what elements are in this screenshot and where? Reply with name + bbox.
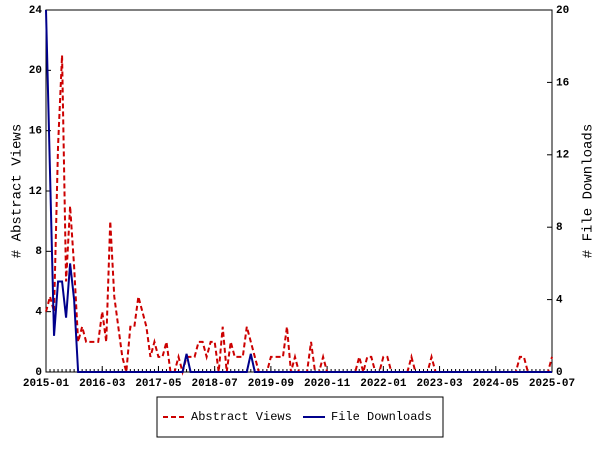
series-line	[45, 55, 553, 376]
x-tick-label: 2018-07	[192, 378, 238, 390]
y-tick-label: 20	[29, 65, 42, 77]
y2-tick-label: 16	[556, 77, 569, 89]
y2-tick-label: 8	[556, 222, 563, 234]
y2-tick-label: 12	[556, 150, 569, 162]
y2-tick-label: 4	[556, 295, 563, 307]
y2-tick-label: 0	[556, 367, 563, 379]
legend-box	[156, 396, 444, 438]
series-line	[45, 9, 552, 373]
x-tick-label: 2019-09	[248, 378, 294, 390]
x-tick-label: 2017-05	[135, 378, 182, 390]
legend-label: Abstract Views	[191, 410, 292, 424]
y-tick-label: 12	[29, 186, 42, 198]
y-tick-label: 4	[35, 307, 42, 319]
y-tick-label: 8	[35, 246, 42, 258]
y2-tick-label: 20	[556, 5, 569, 17]
y-tick-label: 0	[35, 367, 42, 379]
plot-frame	[45, 9, 553, 373]
x-tick-label: 2016-03	[79, 378, 126, 390]
legend-label: File Downloads	[331, 410, 432, 424]
y2-axis-label: # File Downloads	[581, 124, 597, 258]
x-tick-label: 2023-03	[416, 378, 463, 390]
x-tick-label: 2025-07	[529, 378, 575, 390]
x-tick-label: 2022-01	[360, 378, 407, 390]
x-tick-label: 2024-05	[473, 378, 520, 390]
x-tick-label: 2015-01	[23, 378, 70, 390]
y-tick-label: 16	[29, 126, 42, 138]
y-axis-label: # Abstract Views	[10, 124, 26, 258]
x-tick-label: 2020-11	[304, 378, 351, 390]
y-tick-label: 24	[29, 5, 43, 17]
